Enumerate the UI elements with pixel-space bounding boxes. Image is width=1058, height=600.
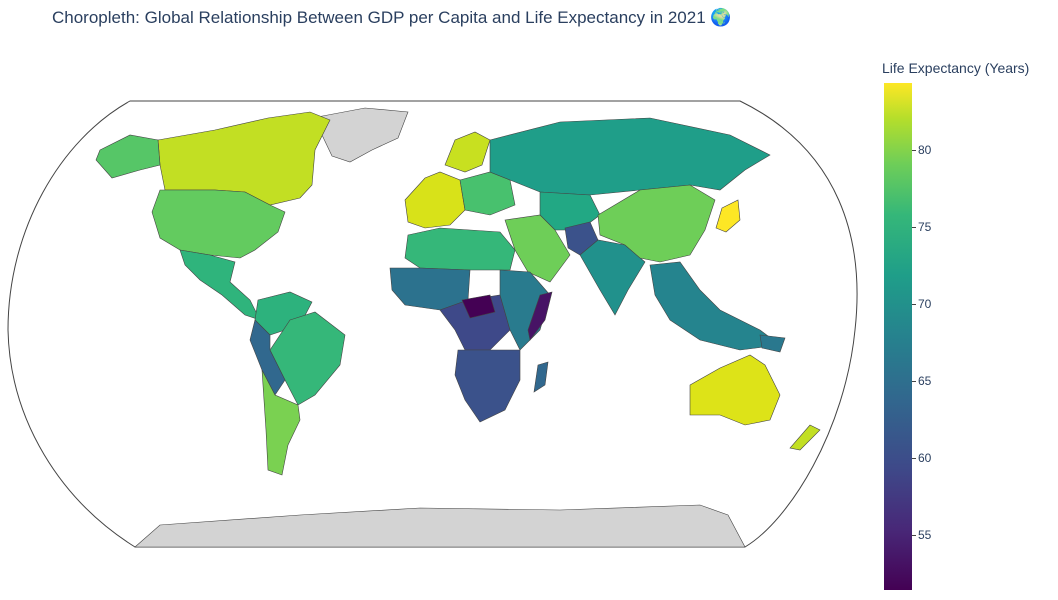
colorbar-tick-label: 70 (911, 297, 932, 311)
region-japan[interactable] (715, 199, 741, 233)
region-alaska[interactable] (95, 134, 161, 179)
region-madagascar[interactable] (533, 361, 549, 393)
region-southern-cone[interactable] (261, 369, 301, 476)
colorbar-tick-label: 80 (911, 143, 932, 157)
region-greenland[interactable] (311, 107, 409, 163)
region-southern-africa[interactable] (454, 349, 521, 423)
region-antarctica[interactable] (134, 504, 746, 548)
region-north-africa[interactable] (404, 227, 516, 271)
region-papua-new-guinea[interactable] (759, 334, 786, 353)
region-china[interactable] (597, 184, 716, 263)
region-australia[interactable] (689, 354, 781, 426)
region-central-african-republic[interactable] (461, 294, 496, 319)
region-somalia[interactable] (527, 291, 553, 341)
chart-title: Choropleth: Global Relationship Between … (52, 8, 732, 27)
colorbar-tick-label: 75 (911, 220, 932, 234)
colorbar-title: Life Expectancy (Years) (882, 60, 1030, 76)
region-new-zealand[interactable] (789, 424, 821, 451)
region-andes[interactable] (249, 319, 286, 396)
region-united-states[interactable] (151, 189, 286, 259)
colorbar-tick-label: 60 (911, 451, 932, 465)
region-russia[interactable] (489, 117, 771, 196)
colorbar (884, 83, 912, 590)
colorbar-tick-label: 65 (911, 374, 932, 388)
region-middle-east[interactable] (504, 214, 571, 283)
colorbar-tick-label: 55 (911, 528, 932, 542)
region-south-asia[interactable] (579, 239, 646, 316)
